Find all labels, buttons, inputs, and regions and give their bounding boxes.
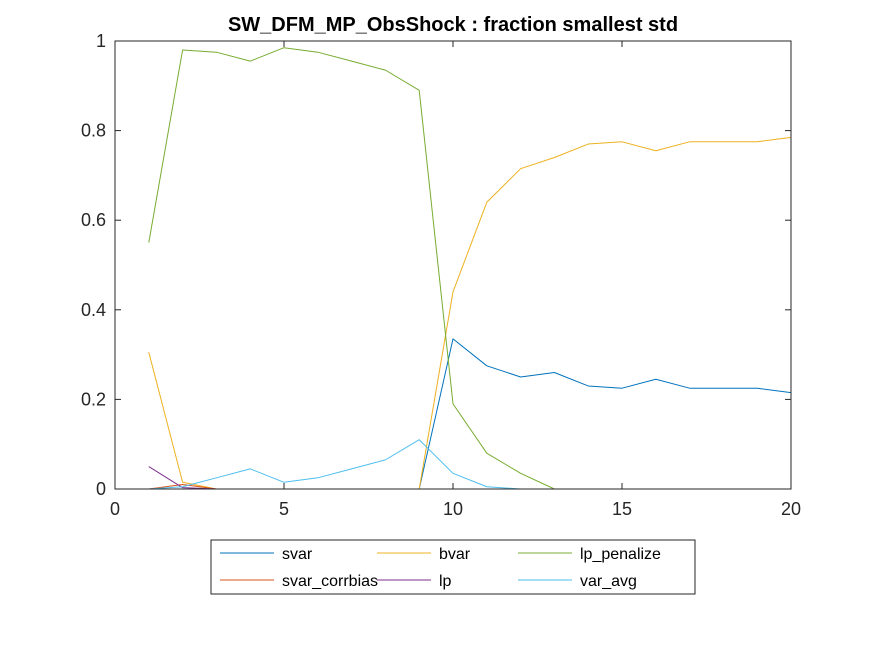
legend-label-lp: lp [439, 573, 452, 590]
y-tick-label: 0.2 [81, 389, 106, 409]
legend-label-var_avg: var_avg [580, 573, 637, 590]
y-tick-label: 0.8 [81, 121, 106, 141]
x-tick-label: 20 [781, 499, 801, 519]
x-tick-label: 10 [443, 499, 463, 519]
legend-label-bvar: bvar [439, 546, 471, 563]
y-tick-label: 0 [96, 479, 106, 499]
legend: svar bvar lp_penalize svar_corrbias lp var_av… [210, 539, 696, 595]
x-tick-label: 15 [612, 499, 632, 519]
legend-label-svar: svar [282, 546, 313, 563]
legend-label-svar_corrbias: svar_corrbias [282, 573, 378, 590]
tick-layer: 0 5 10 15 20 0 0.2 0.4 0.6 0.8 1 [81, 31, 801, 519]
x-tick-label: 5 [279, 499, 289, 519]
chart-title: SW_DFM_MP_ObsShock : fraction smallest s… [228, 14, 678, 36]
x-tick-label: 0 [110, 499, 120, 519]
plot-area [115, 41, 791, 489]
y-tick-label: 1 [96, 31, 106, 51]
y-tick-label: 0.6 [81, 210, 106, 230]
legend-box [210, 539, 696, 595]
y-tick-label: 0.4 [81, 300, 106, 320]
legend-label-lp_penalize: lp_penalize [580, 546, 661, 563]
